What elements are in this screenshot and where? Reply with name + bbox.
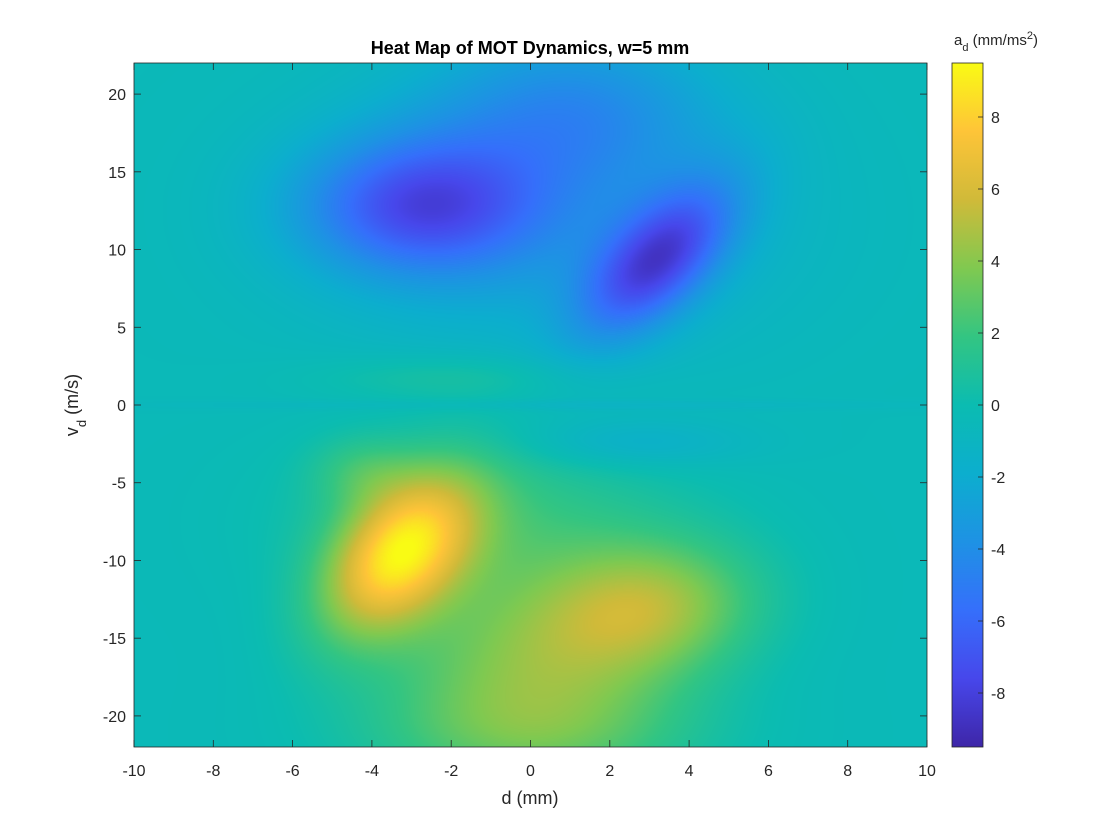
y-tick-label: 0 [117,398,126,415]
colorbar-label-main: a [954,32,963,49]
colorbar-tick-label: -2 [991,470,1005,487]
x-tick-label: 10 [918,763,936,780]
y-tick-label: -10 [103,553,126,570]
x-tick-label: -4 [365,763,379,780]
colorbar-tick-label: 2 [991,326,1000,343]
x-tick-label: 6 [764,763,773,780]
colorbar-tick-label: -8 [991,686,1005,703]
y-axis-label-unit: (m/s) [62,374,82,420]
chart-title: Heat Map of MOT Dynamics, w=5 mm [371,38,690,58]
colorbar-ticks: -8 -6 -4 -2 0 2 4 6 8 [978,110,1005,703]
y-tick-label: 5 [117,320,126,337]
colorbar-tick-label: 0 [991,398,1000,415]
y-axis-label-main: v [62,427,82,436]
y-axis-label: vd (m/s) [62,374,89,436]
x-tick-label: -6 [285,763,299,780]
x-tick-label: 0 [526,763,535,780]
y-tick-label: -20 [103,709,126,726]
y-tick-label: 15 [108,165,126,182]
colorbar-tick-label: 8 [991,110,1000,127]
colorbar-tick-label: -4 [991,542,1005,559]
x-tick-label: 2 [605,763,614,780]
colorbar-label: ad (mm/ms2) [954,30,1038,54]
y-tick-label: -15 [103,631,126,648]
heatmap-surface [134,63,927,747]
x-axis: -10 -8 -6 -4 -2 0 2 4 6 8 10 [122,63,936,780]
colorbar-label-sup: 2 [1027,30,1033,42]
colorbar-label-unit-pre: (mm/ms [969,32,1027,49]
y-tick-label: 20 [108,87,126,104]
x-tick-label: 4 [685,763,694,780]
y-axis: -20 -15 -10 -5 0 5 10 15 20 [103,87,927,726]
colorbar-label-unit-post: ) [1033,32,1038,49]
x-tick-label: -10 [122,763,145,780]
x-tick-label: 8 [843,763,852,780]
colorbar-label-sub: d [962,42,968,54]
y-axis-label-sub: d [74,420,89,427]
colorbar-tick-label: -6 [991,614,1005,631]
y-tick-label: -5 [112,476,126,493]
y-tick-label: 10 [108,243,126,260]
x-tick-label: -8 [206,763,220,780]
plot-area [133,62,928,748]
colorbar-tick-label: 6 [991,182,1000,199]
colorbar-bar [951,62,984,748]
colorbar-tick-label: 4 [991,254,1000,271]
x-axis-label: d (mm) [502,788,559,808]
x-tick-label: -2 [444,763,458,780]
